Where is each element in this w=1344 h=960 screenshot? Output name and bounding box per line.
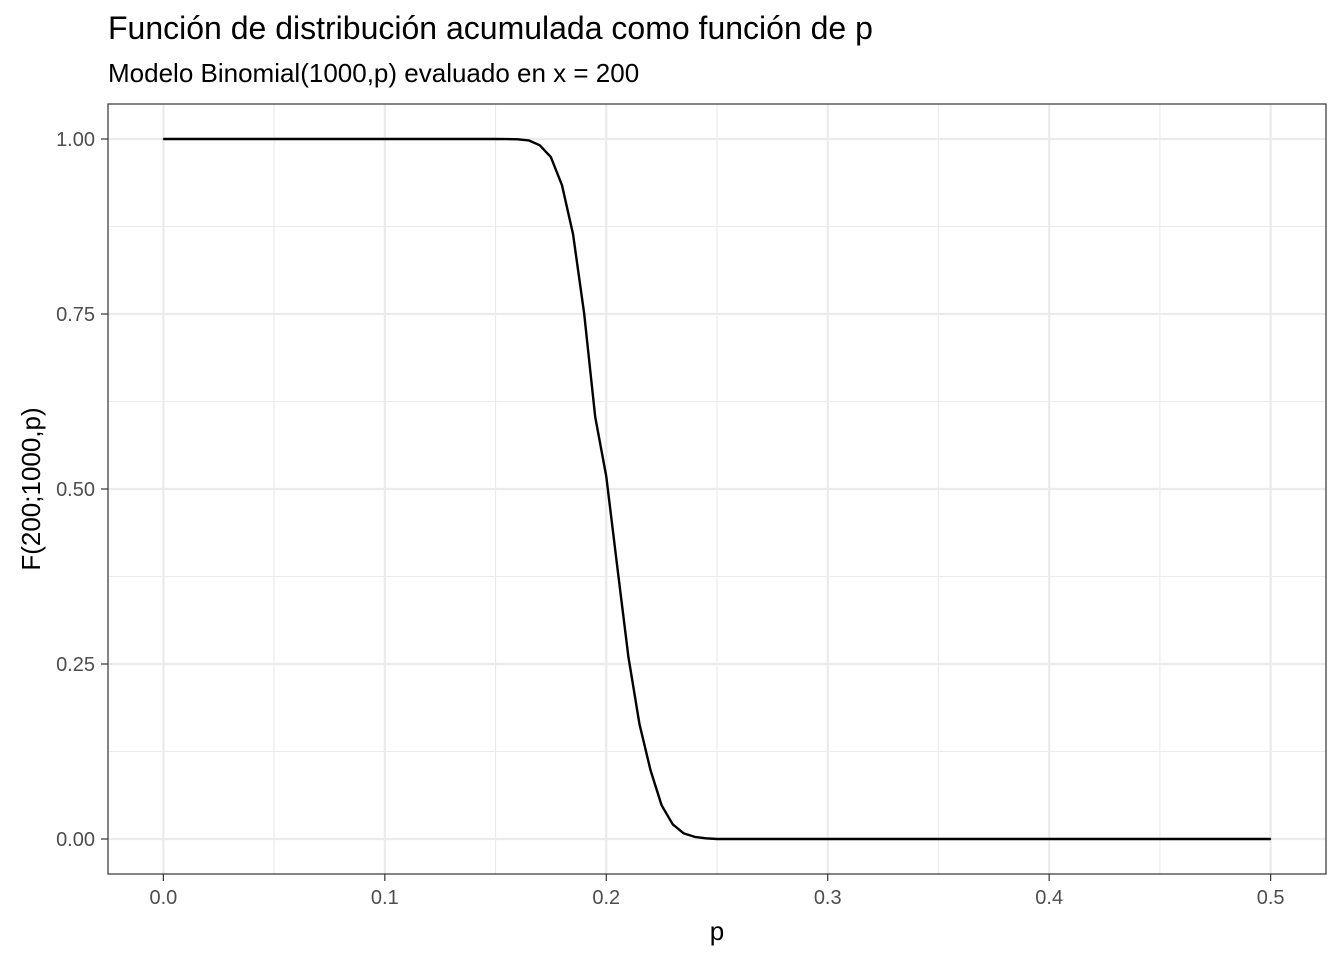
data-point [550,156,552,158]
data-point [517,138,519,140]
data-point [638,723,641,725]
x-tick-label: 0.2 [592,887,620,909]
x-tick-label: 0.4 [1035,887,1063,909]
data-point [162,138,164,140]
data-point [605,475,607,477]
data-point [594,416,596,418]
x-axis: 0.0 0.1 0.2 0.3 0.4 0.5 [149,874,1285,909]
x-tick-label: 0.1 [371,887,399,909]
x-axis-title: p [710,916,724,946]
y-tick-label: 0.75 [56,304,95,326]
y-tick-label: 1.00 [56,129,95,151]
data-point [539,144,541,146]
data-point [694,836,696,838]
y-tick-label: 0.00 [56,829,95,851]
data-point [705,837,707,839]
data-point [1270,838,1272,840]
y-tick-label: 0.25 [56,654,95,676]
data-point [583,312,585,314]
data-point [672,823,674,825]
data-point [683,832,685,835]
data-point [494,138,497,140]
data-point [561,184,563,186]
data-point [716,838,718,840]
data-point [528,139,530,141]
data-point [661,804,663,807]
data-point [572,233,574,235]
data-point [616,566,618,569]
x-tick-label: 0.5 [1257,887,1285,909]
y-tick-label: 0.50 [56,479,95,501]
data-point [506,138,508,140]
chart-subtitle: Modelo Binomial(1000,p) evaluado en x = … [108,58,640,88]
series-group [162,137,1272,841]
x-tick-label: 0.0 [149,887,177,909]
x-tick-label: 0.3 [814,887,842,909]
chart-title: Función de distribución acumulada como f… [108,10,873,46]
y-axis: 0.00 0.25 0.50 0.75 1.00 [56,129,108,851]
data-point [627,656,630,658]
y-axis-title: F(200;1000,p) [16,407,46,570]
data-point [649,769,652,772]
